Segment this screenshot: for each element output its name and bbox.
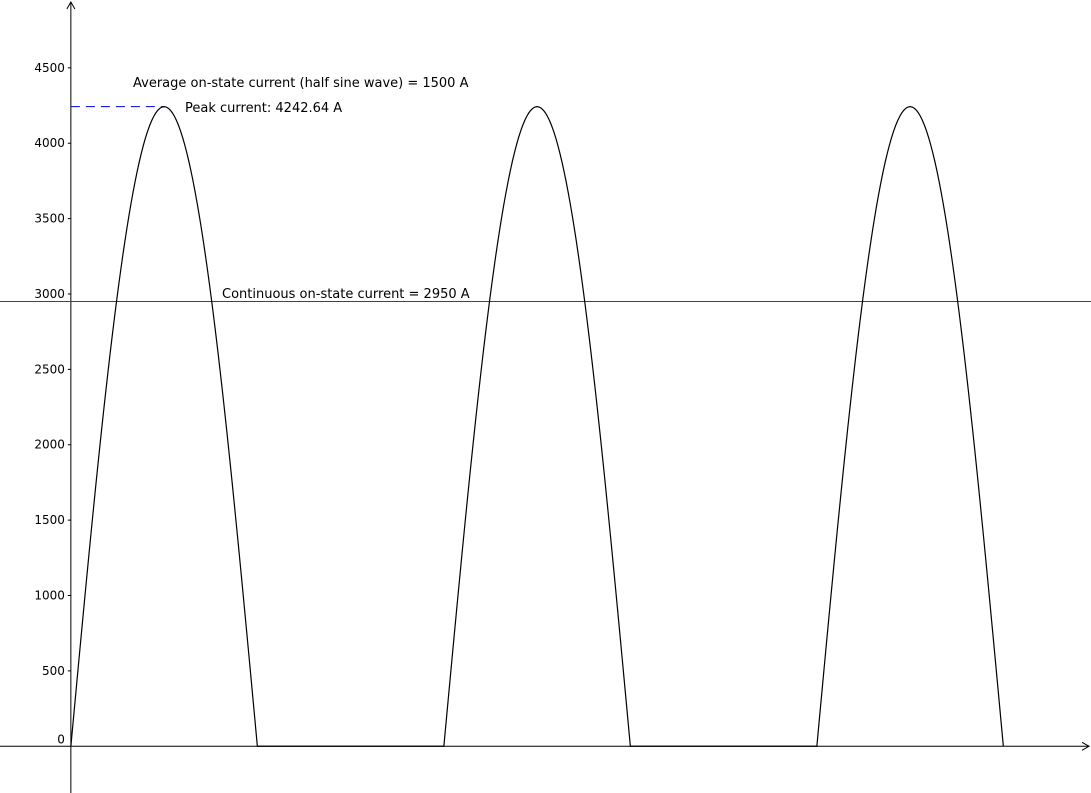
- reference-lines: [0, 106, 1091, 303]
- x-axis-arrow: [1081, 741, 1091, 751]
- annotation-peak-current: Peak current: 4242.64 A: [185, 101, 342, 116]
- y-tick-label: 3000: [34, 287, 65, 301]
- y-tick-label: 1000: [34, 589, 65, 603]
- half-sine-series: [70, 106, 1004, 747]
- y-tick-label: 0: [57, 732, 65, 746]
- y-ticks: 0 500 1000 1500 2000 2500 3000 3500 4000 4500: [34, 61, 71, 746]
- series-group: [70, 106, 1004, 747]
- y-tick-label: 4500: [34, 61, 65, 75]
- annotation-average-current: Average on-state current (half sine wave…: [133, 76, 469, 91]
- y-tick-label: 4000: [34, 136, 65, 150]
- y-tick-label: 500: [42, 664, 65, 678]
- y-tick-label: 2500: [34, 362, 65, 376]
- y-axis-arrow: [66, 0, 76, 10]
- y-tick-label: 1500: [34, 513, 65, 527]
- y-tick-label: 3500: [34, 212, 65, 226]
- y-tick-label: 2000: [34, 438, 65, 452]
- annotation-continuous-current: Continuous on-state current = 2950 A: [222, 287, 470, 302]
